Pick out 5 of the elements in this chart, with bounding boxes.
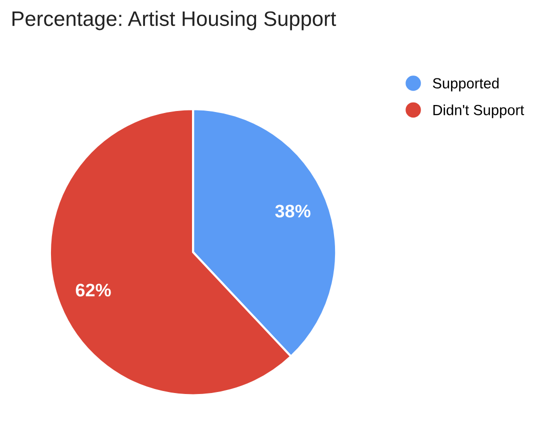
legend-label: Didn't Support — [433, 104, 524, 118]
legend-label: Supported — [432, 78, 499, 92]
chart-title: Percentage: Artist Housing Support — [12, 10, 336, 30]
data-label: 38% — [275, 204, 310, 218]
data-label: 62% — [76, 284, 111, 296]
